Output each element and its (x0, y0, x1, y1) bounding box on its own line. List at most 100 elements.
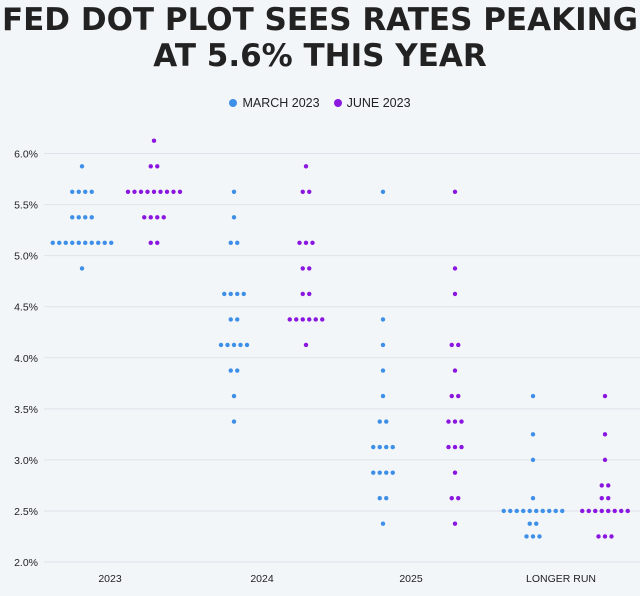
june-2023-dot (602, 393, 608, 399)
chart-title-line1: FED DOT PLOT SEES RATES PEAKING (1, 2, 639, 38)
march-2023-dot (534, 508, 539, 514)
june-2023-dot (320, 317, 325, 322)
june-2023-dot (602, 432, 608, 437)
march-2023-dot (70, 189, 75, 194)
june-2023-dot (303, 164, 309, 169)
june-2023-dot (307, 189, 312, 194)
y-tick-label: 4.5% (14, 302, 38, 314)
june-2023-dot (452, 444, 458, 450)
june-2023-dot (593, 508, 598, 514)
june-2023-dot (609, 534, 614, 539)
june-2023-dot (151, 138, 157, 143)
march-2023-dot (380, 189, 386, 194)
y-tick-label: 5.5% (14, 200, 38, 212)
june-2023-dot (449, 393, 454, 399)
june-2023-dot (602, 534, 608, 539)
march-2023-dot (390, 470, 395, 475)
june-2023-dot (303, 342, 309, 348)
june-2023-dot (307, 266, 312, 271)
x-tick-label: 2023 (98, 573, 122, 585)
chart-title: FED DOT PLOT SEES RATES PEAKING AT 5.6% … (0, 2, 640, 74)
x-tick-label: LONGER RUN (526, 573, 596, 585)
june-2023-dot (307, 291, 312, 297)
y-tick-label: 2.0% (14, 557, 38, 569)
march-2023-dot (540, 508, 545, 514)
legend-item-march: MARCH 2023 (229, 96, 320, 110)
march-2023-dot (63, 240, 68, 246)
june-2023-dot (300, 291, 305, 297)
march-2023-dot (380, 342, 386, 348)
march-2023-dot (218, 342, 224, 348)
june-2023-dot (456, 495, 461, 501)
march-2023-dot (231, 393, 237, 399)
march-2023-dot (241, 291, 246, 297)
march-2023-dot (380, 368, 386, 373)
june-2023-dot (287, 317, 292, 322)
june-2023-dot (171, 189, 176, 194)
june-2023-dot (625, 508, 630, 514)
march-2023-dot (231, 419, 237, 424)
march-2023-dot (79, 266, 85, 271)
june-2023-dot (177, 189, 183, 194)
march-2023-dot (527, 521, 532, 526)
march-2023-dot (501, 508, 506, 514)
june-2023-dot (300, 317, 305, 322)
march-2023-dot (235, 317, 240, 322)
march-2023-dot (228, 291, 233, 297)
june-2023-dot (303, 240, 309, 246)
march-2023-dot (377, 495, 382, 501)
march-2023-dot (530, 432, 536, 437)
june-2023-dot (612, 508, 617, 514)
june-2023-dot (446, 444, 451, 450)
june-2023-dot (599, 508, 604, 514)
march-2023-dot (96, 240, 101, 246)
june-2023-dot (164, 189, 170, 194)
june-2023-dot (294, 317, 299, 322)
march-2023-dot (534, 521, 539, 526)
june-2023-dot (125, 189, 131, 194)
march-2023-dot (524, 534, 529, 539)
june-2023-dot (142, 215, 147, 220)
march-2023-dot (527, 508, 532, 514)
june-2023-dot (580, 508, 585, 514)
march-2023-dot (380, 393, 386, 399)
june-2023-dot (148, 240, 153, 246)
june-2023-dot (452, 368, 458, 373)
y-tick-label: 2.5% (14, 506, 38, 518)
june-2023-dot (307, 317, 312, 322)
june-2023-dot (161, 215, 166, 220)
march-2023-dot (235, 291, 240, 297)
march-2023-dot (371, 444, 376, 450)
march-2023-dot (384, 444, 389, 450)
chart-title-line2: AT 5.6% THIS YEAR (153, 38, 487, 74)
march-2023-dot (384, 470, 389, 475)
june-2023-dot (148, 215, 153, 220)
march-2023-dot (371, 470, 376, 475)
march-2023-dot (109, 240, 114, 246)
march-2023-dot (222, 291, 227, 297)
june-2023-dot (158, 189, 163, 194)
june-2023-dot (449, 342, 454, 348)
march-2023-dot (521, 508, 526, 514)
march-2023-dot (89, 240, 94, 246)
june-2023-dot (619, 508, 624, 514)
march-2023-dot (530, 534, 536, 539)
march-2023-dot (76, 189, 81, 194)
june-2023-dot (459, 419, 464, 424)
june-2023-dot (155, 240, 160, 246)
march-2023-dot (238, 342, 243, 348)
june-2023-dot (452, 521, 458, 526)
march-2023-dot (83, 189, 88, 194)
march-2023-dot (508, 508, 513, 514)
june-2023-dot (151, 189, 157, 194)
chart-legend: MARCH 2023 JUNE 2023 (0, 96, 640, 110)
june-2023-dot (459, 444, 464, 450)
june-2023-dot (602, 457, 608, 463)
y-tick-label: 4.0% (14, 353, 38, 365)
june-2023-dot (452, 291, 458, 297)
march-2023-dot (57, 240, 62, 246)
june-2023-dot (606, 483, 611, 488)
march-2023-dot (50, 240, 55, 246)
march-2023-dot (70, 215, 75, 220)
